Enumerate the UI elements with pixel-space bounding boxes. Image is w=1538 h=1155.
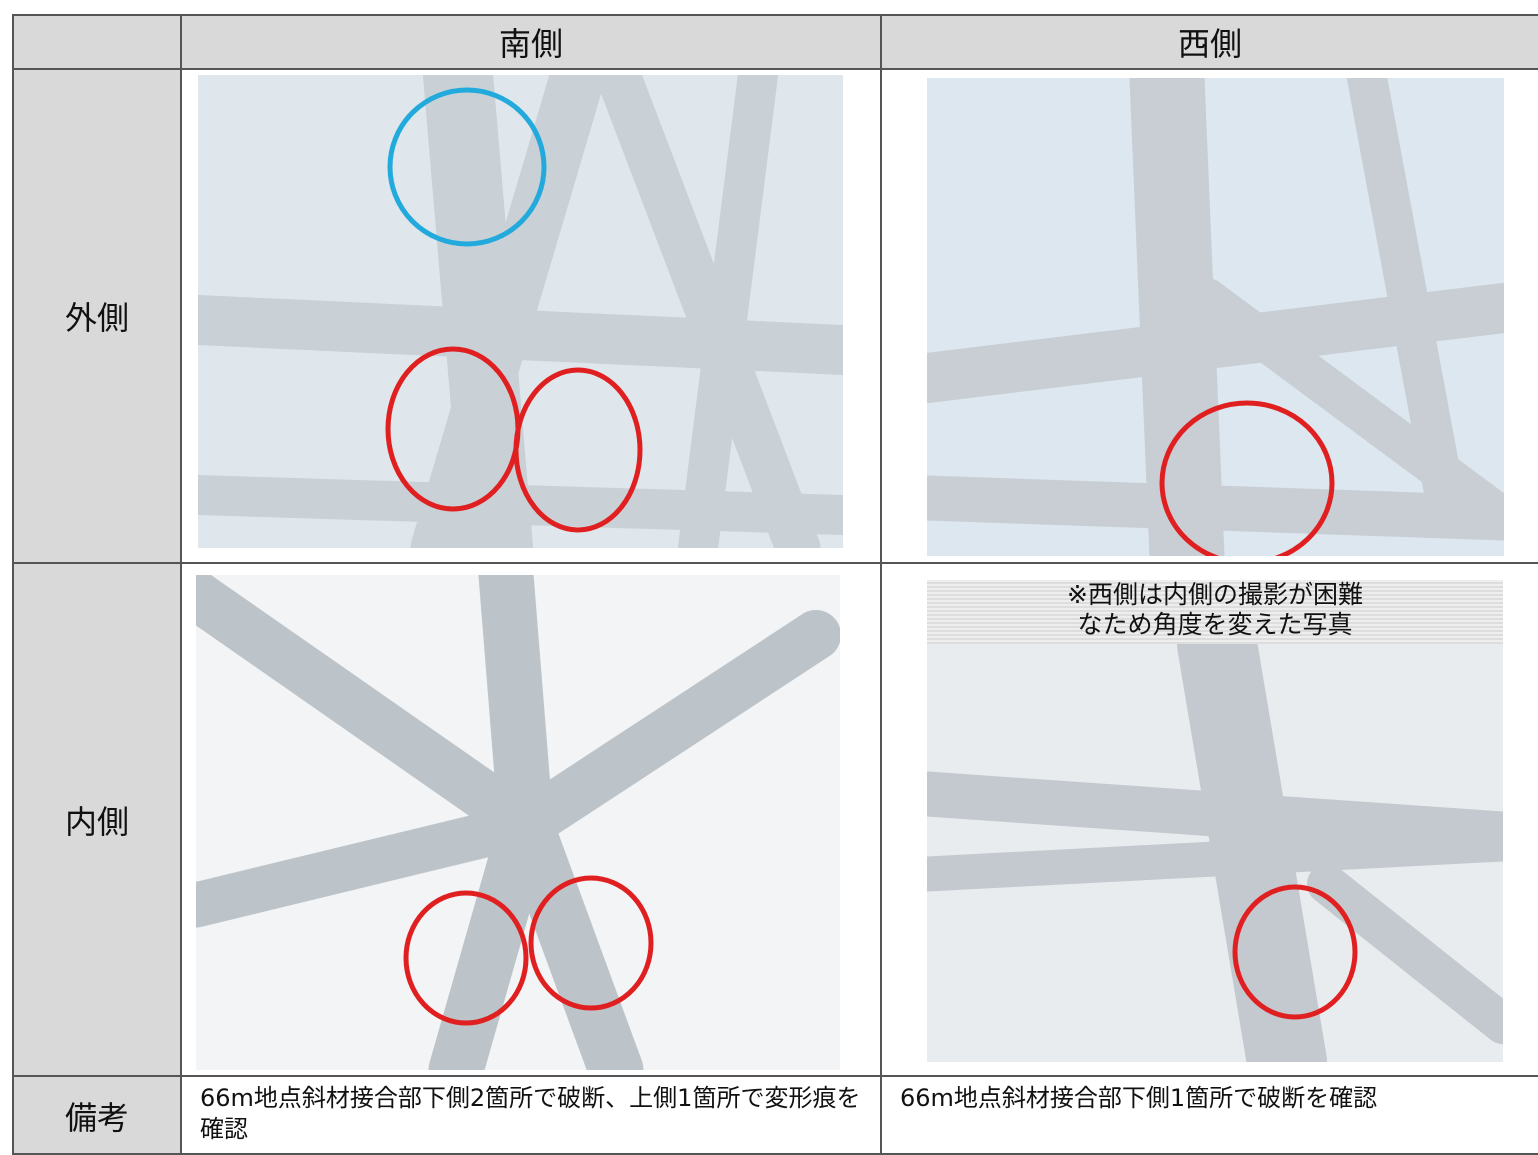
- note-text: 66m地点斜材接合部下側2箇所で破断、上側1箇所で変形痕を確認: [200, 1084, 861, 1143]
- photo: [927, 644, 1503, 1062]
- note-text: 66m地点斜材接合部下側1箇所で破断を確認: [900, 1084, 1378, 1112]
- note: 66m地点斜材接合部下側2箇所で破断、上側1箇所で変形痕を確認: [180, 1075, 882, 1155]
- note: 66m地点斜材接合部下側1箇所で破断を確認: [880, 1075, 1538, 1155]
- photo: [927, 78, 1504, 556]
- corner-cell: [12, 14, 182, 70]
- row-header: 内側: [12, 562, 182, 1077]
- column-header: 南側: [180, 14, 882, 70]
- photo: [196, 575, 840, 1070]
- photo: [198, 75, 843, 548]
- row-header: 外側: [12, 68, 182, 564]
- column-header: 西側: [880, 14, 1538, 70]
- photo-caption: ※西側は内側の撮影が困難 なため角度を変えた写真: [927, 580, 1503, 644]
- caption-line: なため角度を変えた写真: [1077, 610, 1353, 639]
- row-header: 備考: [12, 1075, 182, 1155]
- caption-line: ※西側は内側の撮影が困難: [1067, 580, 1363, 609]
